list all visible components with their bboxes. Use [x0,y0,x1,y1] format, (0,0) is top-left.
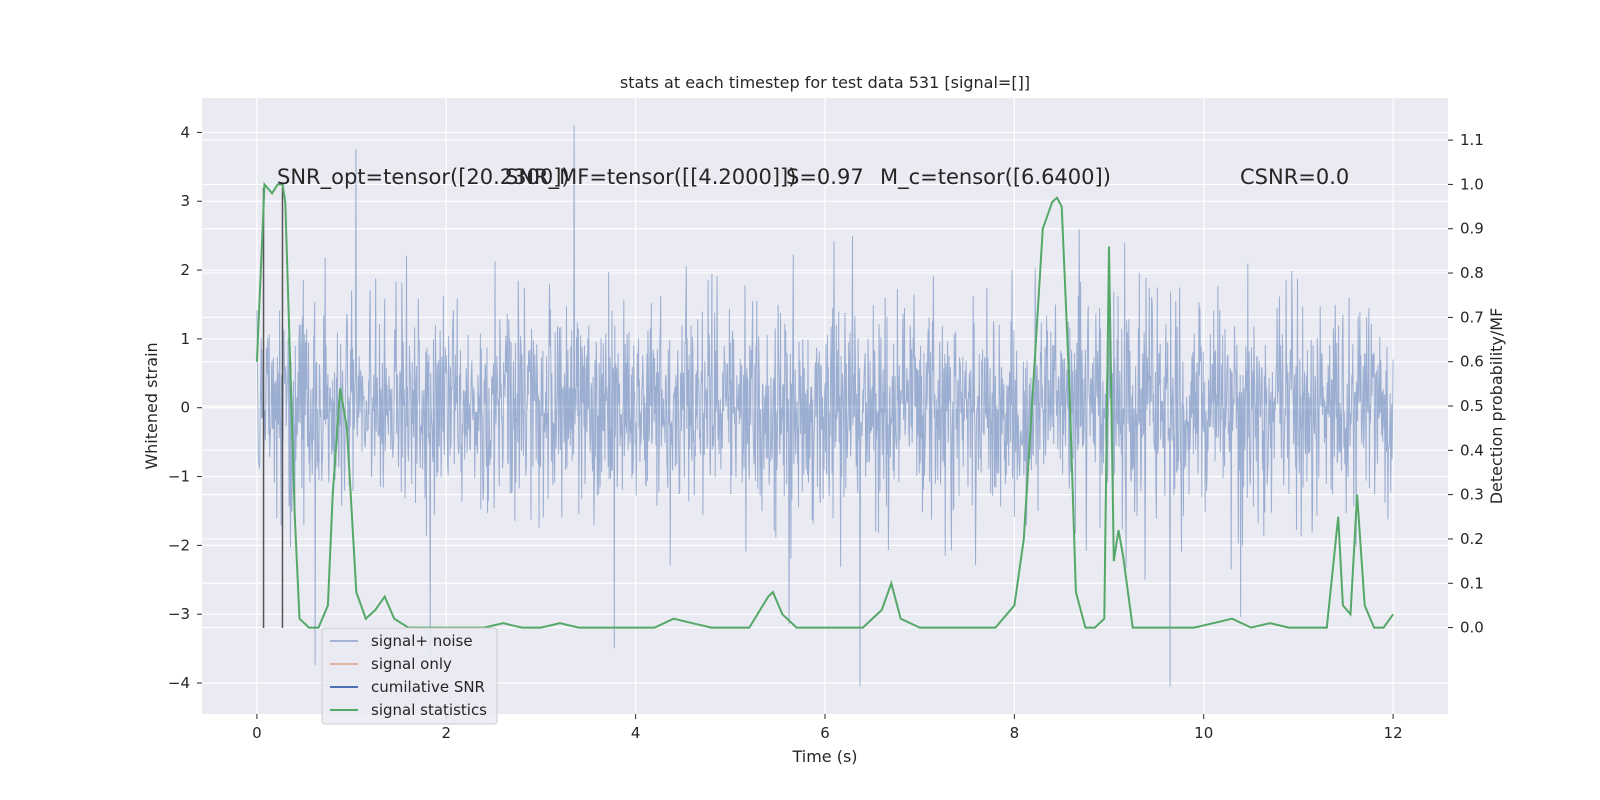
y2-axis-label: Detection probability/MF [1487,308,1506,505]
y2-tick-label: 1.0 [1460,175,1484,193]
legend-label-cumilative-snr: cumilative SNR [371,678,485,696]
chart-title: stats at each timestep for test data 531… [620,73,1030,92]
y2-tick-label: 0.2 [1460,530,1484,548]
x-tick-label: 0 [252,724,262,742]
x-tick-label: 12 [1384,724,1403,742]
y2-tick-label: 1.1 [1460,131,1484,149]
annotation-text: M_c=tensor([6.6400]) [880,165,1111,190]
y-tick-label: 2 [180,261,190,279]
legend-box [321,627,498,725]
y-tick-label: 0 [180,399,190,417]
y2-tick-label: 0.5 [1460,397,1484,415]
y2-tick-label: 0.3 [1460,486,1484,504]
legend-label-signal-noise: signal+ noise [371,632,473,650]
y2-tick-label: 0.0 [1460,619,1484,637]
signal-statistics-line [255,181,1394,629]
legend-label-signal-statistics: signal statistics [371,701,487,719]
x-axis-label: Time (s) [791,747,857,766]
x-tick-label: 2 [442,724,452,742]
y-tick-label: −2 [168,536,190,554]
y-tick-label: 4 [180,123,190,141]
signal-noise-line [256,125,1394,687]
legend: signal+ noise signal only cumilative SNR… [321,627,498,725]
y-tick-label: −1 [168,468,190,486]
legend-label-signal-only: signal only [371,655,452,673]
y2-tick-label: 0.6 [1460,353,1484,371]
x-tick-label: 6 [820,724,830,742]
y-tick-label: 1 [180,330,190,348]
y-tick-label: −3 [168,605,190,623]
annotation-text: CSNR=0.0 [1240,165,1349,189]
y2-tick-label: 0.4 [1460,441,1484,459]
annotation-text: S=0.97 [786,165,864,189]
annotation-text: SNR_MF=tensor([[4.2000]]) [505,165,796,190]
y2-tick-label: 0.1 [1460,574,1484,592]
signal-noise-series [256,125,1394,687]
y-tick-label: −4 [168,674,190,692]
y2-tick-label: 0.8 [1460,264,1484,282]
y2-tick-label: 0.9 [1460,220,1484,238]
x-tick-label: 8 [1010,724,1020,742]
y-axis-label: Whitened strain [142,342,161,469]
annotation-text: SNR_opt=tensor([20.2300]) [277,165,570,190]
y2-tick-label: 0.7 [1460,308,1484,326]
x-tick-label: 4 [631,724,641,742]
x-tick-label: 10 [1194,724,1213,742]
y-tick-label: 3 [180,192,190,210]
